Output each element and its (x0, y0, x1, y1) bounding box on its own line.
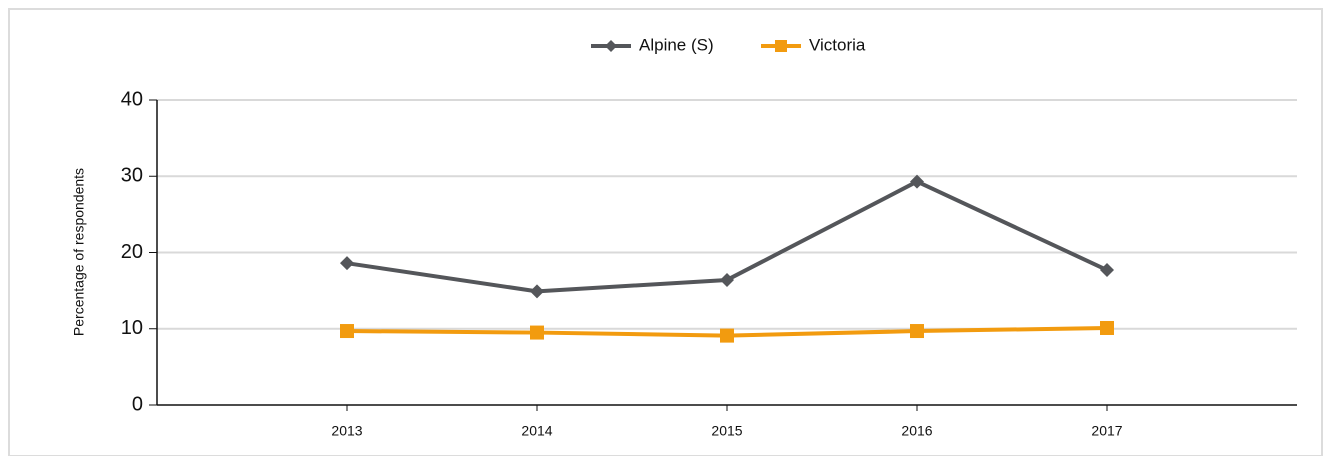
data-point (530, 284, 544, 299)
x-tick-label: 2017 (1091, 423, 1122, 439)
legend-label: Victoria (809, 35, 866, 54)
y-axis-label: Percentage of respondents (71, 168, 87, 336)
y-tick-label: 0 (132, 393, 143, 415)
data-point (1100, 263, 1114, 278)
data-point (720, 328, 734, 343)
legend-marker (605, 40, 617, 52)
x-tick-label: 2016 (901, 423, 932, 439)
frame (8, 8, 1323, 456)
legend-marker (775, 40, 787, 52)
data-point (910, 324, 924, 339)
y-tick-label: 10 (121, 317, 143, 339)
x-tick-label: 2013 (331, 423, 362, 439)
y-tick-label: 30 (121, 165, 143, 187)
x-tick-label: 2015 (711, 423, 742, 439)
data-point (340, 256, 354, 271)
data-point (340, 324, 354, 339)
x-tick-label: 2014 (521, 423, 552, 439)
legend-label: Alpine (S) (639, 35, 714, 54)
data-point (910, 174, 924, 189)
data-point (1100, 320, 1114, 335)
y-tick-label: 20 (121, 241, 143, 263)
y-tick-label: 40 (121, 88, 143, 110)
data-point (720, 272, 734, 287)
data-point (530, 325, 544, 340)
